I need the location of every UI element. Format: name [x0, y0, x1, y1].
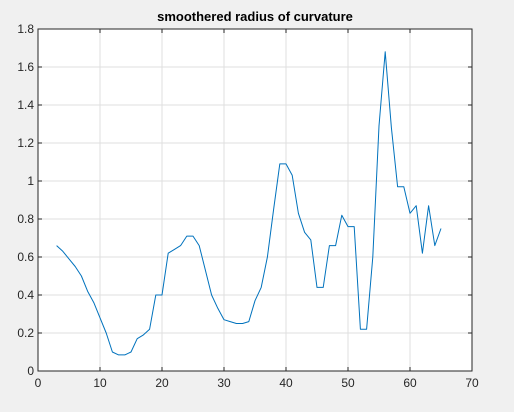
data-point: [365, 328, 368, 331]
y-tick-label: 0: [27, 364, 34, 378]
data-point: [291, 174, 294, 177]
y-tick-label: 1: [27, 174, 34, 188]
x-tick-label: 70: [465, 376, 479, 390]
y-tick-label: 0.6: [17, 250, 34, 264]
data-point: [303, 231, 306, 234]
data-point: [167, 252, 170, 255]
x-tick-label: 30: [217, 376, 231, 390]
y-tick-label: 1.8: [17, 22, 34, 36]
x-tick-label: 40: [279, 376, 293, 390]
data-point: [198, 244, 201, 247]
data-point: [396, 185, 399, 188]
data-point: [92, 301, 95, 304]
data-point: [309, 238, 312, 241]
x-tick-label: 20: [155, 376, 169, 390]
data-point: [322, 286, 325, 289]
data-point: [260, 286, 263, 289]
data-point: [378, 124, 381, 127]
data-point: [266, 256, 269, 259]
data-point: [229, 320, 232, 323]
data-point: [136, 337, 139, 340]
data-point: [216, 307, 219, 310]
data-point: [254, 299, 257, 302]
x-tick-label: 60: [403, 376, 417, 390]
data-point: [55, 244, 58, 247]
data-point: [272, 208, 275, 211]
data-point: [74, 265, 77, 268]
y-tick-label: 0.2: [17, 326, 34, 340]
data-point: [421, 252, 424, 255]
data-point: [61, 250, 64, 253]
axis-ticks: 0 10 20 30 40 50 60 70 0 0.2 0.4 0.6 0.8 1 1.2 1.4 1.6 1.…: [17, 22, 479, 390]
y-tick-label: 1.2: [17, 136, 34, 150]
data-point: [148, 328, 151, 331]
data-point: [440, 227, 443, 230]
data-point: [316, 286, 319, 289]
data-point: [86, 290, 89, 293]
y-tick-label: 0.8: [17, 212, 34, 226]
data-point: [384, 50, 387, 53]
data-point: [353, 225, 356, 228]
data-point: [142, 333, 145, 336]
data-point: [173, 248, 176, 251]
y-tick-label: 0.4: [17, 288, 34, 302]
data-point: [204, 269, 207, 272]
data-point: [105, 332, 108, 335]
data-point: [161, 294, 164, 297]
data-point: [179, 244, 182, 247]
data-point: [359, 328, 362, 331]
data-point: [154, 294, 157, 297]
data-point: [402, 185, 405, 188]
axes-background: [38, 29, 472, 371]
data-point: [185, 235, 188, 238]
data-point: [297, 212, 300, 215]
x-tick-label: 50: [341, 376, 355, 390]
data-point: [278, 162, 281, 165]
data-point: [409, 212, 412, 215]
data-point: [334, 244, 337, 247]
data-point: [390, 126, 393, 129]
y-tick-label: 1.6: [17, 60, 34, 74]
data-point: [210, 294, 213, 297]
data-point: [427, 204, 430, 207]
data-point: [111, 351, 114, 354]
y-tick-label: 1.4: [17, 98, 34, 112]
data-point: [123, 353, 126, 356]
x-tick-label: 0: [35, 376, 42, 390]
data-point: [285, 162, 288, 165]
data-point: [241, 322, 244, 325]
data-point: [433, 244, 436, 247]
chart-title: smoothered radius of curvature: [157, 9, 353, 24]
data-point: [235, 322, 238, 325]
data-point: [223, 318, 226, 321]
series-line: [56, 51, 442, 356]
data-point: [80, 275, 83, 278]
data-point: [328, 244, 331, 247]
data-point: [192, 235, 195, 238]
x-tick-label: 10: [93, 376, 107, 390]
data-point: [247, 320, 250, 323]
axes-box: [37, 28, 473, 372]
data-point: [99, 316, 102, 319]
series-group: [55, 50, 443, 356]
data-point: [371, 256, 374, 259]
data-point: [117, 353, 120, 356]
data-point: [340, 214, 343, 217]
data-point: [415, 204, 418, 207]
data-point: [68, 257, 71, 260]
data-point: [347, 225, 350, 228]
data-point: [130, 351, 133, 354]
